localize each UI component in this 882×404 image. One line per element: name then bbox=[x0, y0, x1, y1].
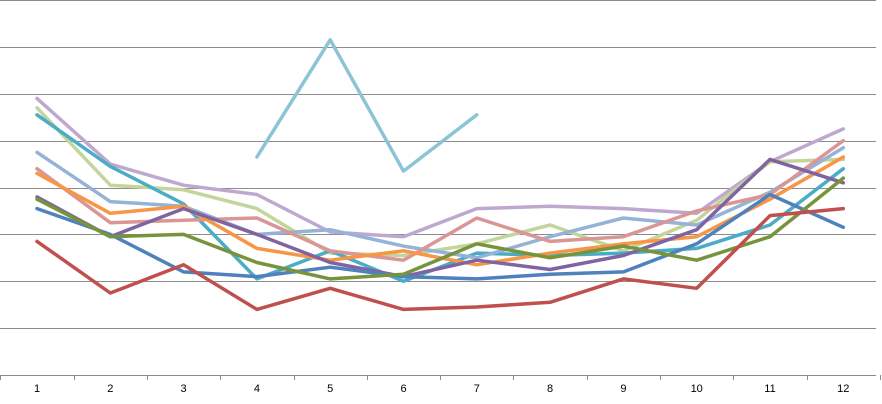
x-tick-label: 2 bbox=[107, 383, 113, 395]
series-line-9 bbox=[35, 176, 846, 281]
x-tick-labels: 1 2 3 4 5 6 7 8 9 10 11 12 bbox=[34, 383, 849, 395]
x-tick-label: 9 bbox=[620, 383, 626, 395]
series-line-8 bbox=[35, 192, 846, 281]
series-line-7 bbox=[35, 157, 846, 279]
series-line-10 bbox=[35, 206, 846, 312]
series-line-5 bbox=[35, 138, 846, 262]
x-tick-label: 8 bbox=[547, 383, 553, 395]
x-tick-label: 1 bbox=[34, 383, 40, 395]
x-tick-label: 6 bbox=[400, 383, 406, 395]
series-line-1 bbox=[35, 96, 846, 239]
x-tick-label: 7 bbox=[474, 383, 480, 395]
series-line-2 bbox=[35, 106, 846, 258]
series-lines bbox=[35, 38, 846, 312]
series-line-11 bbox=[255, 38, 479, 173]
x-tick-label: 5 bbox=[327, 383, 333, 395]
x-tick-label: 10 bbox=[691, 383, 703, 395]
x-tick-label: 12 bbox=[837, 383, 849, 395]
x-tick-label: 11 bbox=[764, 383, 775, 395]
x-tick-label: 4 bbox=[254, 383, 260, 395]
x-axis bbox=[0, 375, 881, 380]
x-tick-label: 3 bbox=[181, 383, 187, 395]
